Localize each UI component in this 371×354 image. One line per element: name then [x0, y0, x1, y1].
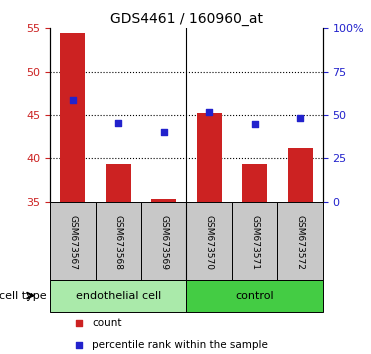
Text: GSM673571: GSM673571: [250, 215, 259, 270]
Text: percentile rank within the sample: percentile rank within the sample: [92, 339, 268, 350]
Text: control: control: [235, 291, 274, 301]
Point: [297, 115, 303, 120]
Text: cell type: cell type: [0, 291, 46, 301]
Point: [70, 97, 76, 103]
Bar: [106, 165, 131, 202]
Point: [252, 121, 257, 126]
Point: [76, 321, 82, 326]
Text: GSM673572: GSM673572: [296, 215, 305, 270]
Point: [161, 130, 167, 135]
FancyBboxPatch shape: [96, 202, 141, 280]
Point: [115, 120, 121, 126]
FancyBboxPatch shape: [187, 280, 323, 312]
Text: count: count: [92, 318, 122, 329]
Text: GSM673568: GSM673568: [114, 215, 123, 270]
Point: [206, 110, 212, 115]
Bar: [60, 33, 85, 202]
FancyBboxPatch shape: [232, 202, 278, 280]
Title: GDS4461 / 160960_at: GDS4461 / 160960_at: [110, 12, 263, 26]
Text: GSM673570: GSM673570: [205, 215, 214, 270]
FancyBboxPatch shape: [278, 202, 323, 280]
Text: GSM673567: GSM673567: [68, 215, 77, 270]
Text: GSM673569: GSM673569: [159, 215, 168, 270]
Point: [76, 342, 82, 348]
Bar: [151, 199, 176, 202]
FancyBboxPatch shape: [141, 202, 187, 280]
Bar: [197, 113, 221, 202]
FancyBboxPatch shape: [187, 202, 232, 280]
FancyBboxPatch shape: [50, 280, 187, 312]
Text: endothelial cell: endothelial cell: [76, 291, 161, 301]
Bar: [288, 148, 312, 202]
FancyBboxPatch shape: [50, 202, 96, 280]
Bar: [242, 165, 267, 202]
